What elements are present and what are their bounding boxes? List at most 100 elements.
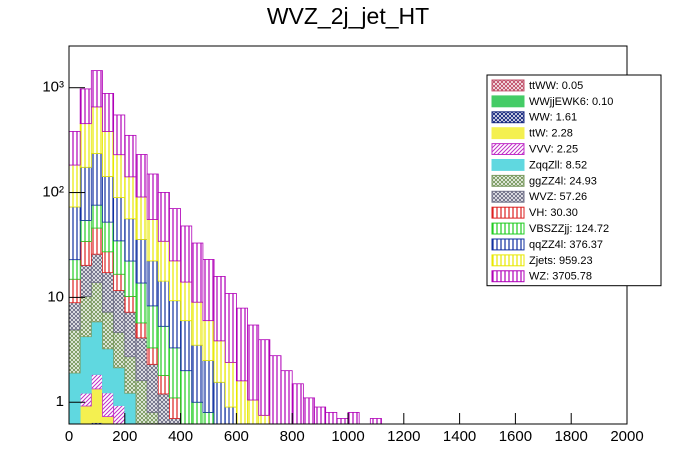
bar-segment [68, 131, 81, 166]
bar-segment [224, 406, 237, 425]
bar-segment [191, 242, 204, 303]
bar-segment [247, 399, 260, 425]
bar-segment [113, 154, 126, 198]
legend-label: WZ: 3705.78 [529, 271, 592, 283]
legend-swatch [491, 238, 525, 251]
bar-segment [68, 372, 81, 425]
bar-segment [302, 397, 315, 425]
legend-swatch [491, 174, 525, 187]
bar-segment [224, 361, 237, 408]
legend-label: VH: 30.30 [529, 207, 578, 219]
legend-swatch [491, 111, 525, 124]
bar-segment [90, 106, 103, 154]
bar-segment [146, 347, 159, 365]
bar-segment [258, 414, 271, 425]
legend-label: ttW: 2.28 [529, 128, 573, 140]
bar-segment [113, 290, 126, 333]
y-tick-label: 10³ [42, 79, 64, 96]
bar-segment [124, 218, 137, 262]
bar-segment [79, 392, 92, 407]
legend-swatch [491, 254, 525, 267]
bar-segment [68, 206, 81, 261]
bar-segment [124, 260, 137, 297]
bar-segment [169, 260, 182, 302]
bar-segment [169, 300, 182, 349]
x-tick-label: 400 [168, 428, 193, 445]
bar-segment [102, 311, 115, 350]
bar-segment [213, 340, 226, 383]
bar-segment [157, 325, 170, 376]
bar-segment [113, 114, 126, 156]
bar-segment [135, 380, 148, 425]
bar-segment [68, 329, 81, 374]
bar-segment [135, 154, 148, 198]
bar-segment [68, 302, 81, 331]
bar-segment [146, 173, 159, 220]
bar-segment [157, 280, 170, 327]
legend-label: ZqqZll: 8.52 [529, 159, 587, 171]
bar-segment [135, 322, 148, 339]
bar-segment [79, 166, 92, 221]
bar-segment [102, 93, 115, 132]
bar-segment [113, 240, 126, 275]
chart-title: WVZ_2j_jet_HT [267, 3, 429, 29]
bar-segment [235, 307, 248, 382]
bar-segment [90, 321, 103, 375]
bar-segment [146, 411, 159, 425]
bar-segment [180, 370, 193, 425]
bar-segment [157, 240, 170, 282]
bar-segment [202, 411, 215, 425]
bar-segment [124, 176, 137, 220]
bar-segment [113, 197, 126, 242]
legend-swatch [491, 79, 525, 92]
bar-segment [90, 70, 103, 108]
bar-segment [102, 348, 115, 394]
bar-segment [135, 196, 148, 240]
bar-segment [68, 164, 81, 208]
legend-label: qqZZ4l: 376.37 [529, 239, 603, 251]
bar-segment [135, 282, 148, 324]
bar-segment [113, 273, 126, 291]
bar-segment [369, 418, 382, 425]
bar-segment [202, 360, 215, 413]
legend-label: VVV: 2.25 [529, 143, 578, 155]
bar-segment [90, 227, 103, 255]
bar-segment [247, 324, 260, 401]
bar-segment [102, 272, 115, 313]
bar-segment [90, 253, 103, 283]
bar-segment [124, 392, 137, 425]
bar-segment [102, 251, 115, 274]
legend-label: VBSZZjj: 124.72 [529, 223, 609, 235]
bar-segment [202, 320, 215, 361]
legend-swatch [491, 222, 525, 235]
x-tick-label: 1800 [555, 428, 588, 445]
bar-segment [146, 260, 159, 307]
legend-swatch [491, 143, 525, 156]
bar-segment [113, 405, 126, 425]
legend-label: ttWW: 0.05 [529, 80, 583, 92]
bar-segment [191, 344, 204, 403]
bar-segment [213, 276, 226, 342]
legend-swatch [491, 206, 525, 219]
legend-label: ggZZ4l: 24.93 [529, 175, 597, 187]
bar-segment [113, 332, 126, 369]
bar-segment [314, 406, 327, 425]
bar-segment [280, 370, 293, 425]
bar-segment [113, 367, 126, 406]
bar-segment [180, 281, 193, 322]
bar-segment [124, 134, 137, 178]
x-tick-label: 200 [112, 428, 137, 445]
bar-segment [79, 296, 92, 338]
bar-segment [79, 220, 92, 242]
bar-segment [90, 204, 103, 229]
bar-segment [291, 383, 304, 425]
bar-segment [79, 405, 92, 425]
bar-segment [79, 123, 92, 168]
bar-segment [90, 388, 103, 423]
bar-segment [102, 392, 115, 417]
x-tick-label: 0 [65, 428, 73, 445]
bar-segment [180, 320, 193, 372]
y-tick-label: 10² [42, 184, 64, 201]
bar-segment [68, 278, 81, 304]
